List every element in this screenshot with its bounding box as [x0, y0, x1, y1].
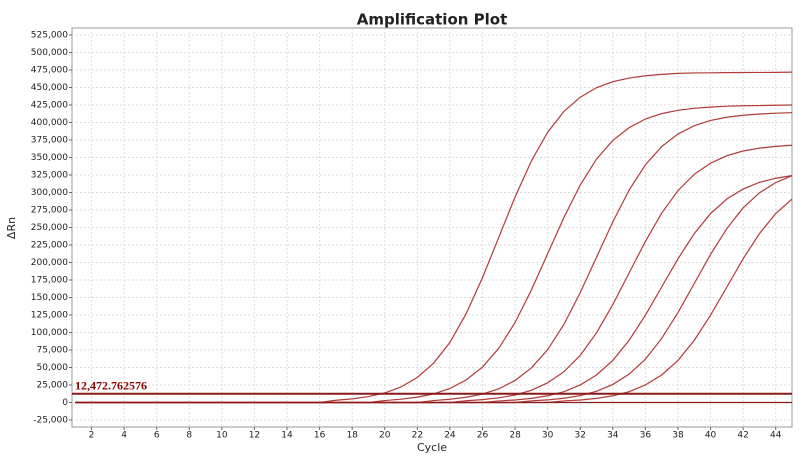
y-tick-label: 350,000	[31, 153, 68, 163]
y-axis-label: ΔRn	[5, 217, 18, 239]
x-tick-label: 24	[444, 431, 456, 441]
y-tick-label: 500,000	[31, 48, 68, 58]
y-tick-label: 225,000	[31, 241, 68, 251]
y-tick-label: 400,000	[31, 118, 68, 128]
x-tick-label: 42	[737, 431, 748, 441]
y-tick-label: 275,000	[31, 206, 68, 216]
x-tick-label: 26	[477, 431, 489, 441]
x-tick-label: 20	[379, 431, 391, 441]
y-tick-label: 475,000	[31, 66, 68, 76]
y-tick-label: 450,000	[31, 83, 68, 93]
y-tick-label: 25,000	[37, 381, 69, 391]
x-tick-label: 16	[314, 431, 326, 441]
y-tick-label: 250,000	[31, 223, 68, 233]
x-tick-label: 18	[346, 431, 358, 441]
y-tick-label: 325,000	[31, 171, 68, 181]
y-tick-label: 125,000	[31, 311, 68, 321]
x-tick-label: 6	[154, 431, 160, 441]
x-tick-label: 36	[640, 431, 652, 441]
y-tick-label: 100,000	[31, 328, 68, 338]
y-tick-label: 50,000	[37, 363, 69, 373]
threshold-label: 12,472.762576	[75, 379, 147, 393]
y-tick-label: 175,000	[31, 276, 68, 286]
x-tick-label: 32	[575, 431, 586, 441]
y-tick-label: 200,000	[31, 258, 68, 268]
y-tick-label: 425,000	[31, 101, 68, 111]
x-tick-label: 38	[672, 431, 684, 441]
x-tick-label: 34	[607, 431, 619, 441]
x-tick-label: 14	[281, 431, 293, 441]
y-tick-label: -25,000	[33, 416, 68, 426]
y-tick-label: 75,000	[37, 346, 69, 356]
x-tick-label: 22	[412, 431, 423, 441]
x-tick-label: 2	[89, 431, 95, 441]
y-tick-label: 300,000	[31, 188, 68, 198]
x-tick-label: 30	[542, 431, 554, 441]
x-tick-label: 12	[249, 431, 260, 441]
x-axis-label: Cycle	[417, 441, 447, 454]
chart-title: Amplification Plot	[357, 11, 508, 29]
x-tick-label: 10	[216, 431, 228, 441]
y-tick-label: 525,000	[31, 31, 68, 41]
y-tick-label: 0	[62, 398, 68, 408]
x-tick-label: 40	[705, 431, 717, 441]
x-tick-label: 44	[770, 431, 782, 441]
x-tick-label: 8	[186, 431, 192, 441]
y-tick-label: 375,000	[31, 136, 68, 146]
y-tick-label: 150,000	[31, 293, 68, 303]
x-tick-label: 4	[121, 431, 127, 441]
x-tick-label: 28	[509, 431, 521, 441]
